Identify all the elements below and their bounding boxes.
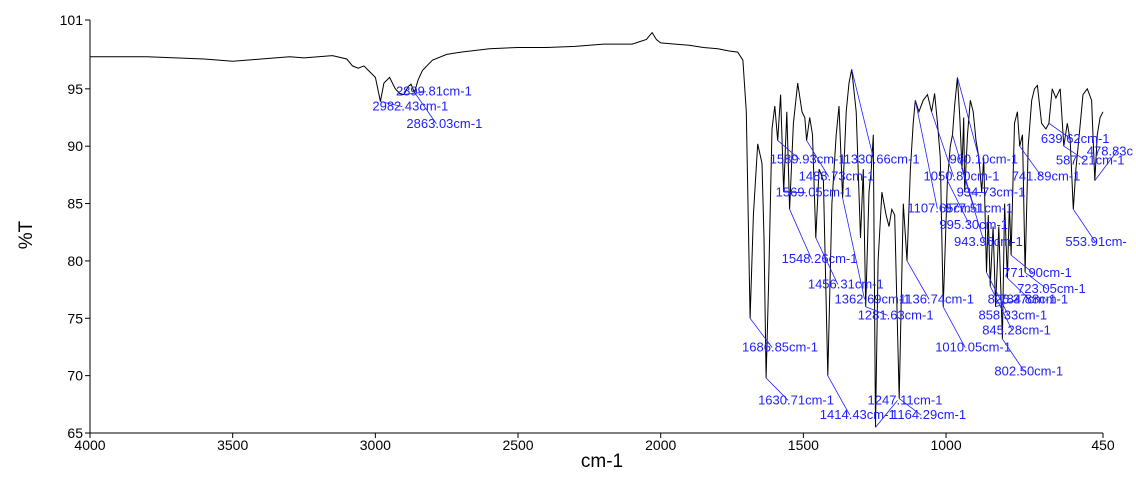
peak-label: 1414.43cm-1 [820,407,896,422]
peak-label: 1330.66cm-1 [844,151,920,166]
y-tick-label: 65 [67,425,83,441]
peak-label: 1164.29cm-1 [891,407,966,422]
peak-leader-line [986,272,1009,316]
peak-label: 1456.31cm-1 [808,276,884,291]
peak-leader-line [806,140,829,177]
peak-leader-line [749,318,773,348]
peak-leader-line [1010,254,1034,274]
y-axis-label: %T [16,220,37,249]
peak-label: 771.90cm-1 [1003,265,1072,280]
peak-leader-line [957,77,980,160]
peak-label: 943.96cm-1 [954,234,1023,249]
peak-leader-line [964,191,987,194]
peak-label: 2982.43cm-1 [372,99,448,114]
peak-leader-line [995,298,1018,308]
peak-label: 1281.63cm-1 [858,307,934,322]
peak-leader-line [1094,151,1118,181]
peak-leader-line [1007,277,1030,300]
peak-leader-line [942,306,966,348]
spectrum-line [90,31,1104,428]
y-tick-label: 70 [67,368,83,384]
peak-label: 1050.80cm-1 [924,169,1000,184]
peak-leader-line [827,375,851,416]
peak-label: 553.91cm- [1065,234,1126,249]
x-axis-label: cm-1 [581,451,623,472]
x-tick-label: 3500 [217,437,248,453]
peak-label: 1589.93cm-1 [770,151,846,166]
peak-leader-line [815,237,839,285]
peak-label: 960.10cm-1 [949,151,1018,166]
peak-label: 1488.73cm-1 [799,169,875,184]
peak-label: 723.05cm-1 [1017,281,1086,296]
peak-label: 1247.11cm-1 [868,392,943,407]
peak-leader-line [851,69,875,160]
y-tick-label: 85 [67,196,83,212]
y-tick-label: 90 [67,138,83,154]
peak-label: 478.83c [1087,143,1134,158]
peak-leader-line [989,285,1013,331]
peak-leader-line [1048,122,1072,140]
peak-label: 639.62cm-1 [1041,131,1110,146]
peak-leader-line [952,134,975,209]
peak-leader-line [914,100,938,209]
y-tick-label: 75 [67,310,83,326]
peak-label: 741.89cm-1 [1012,169,1081,184]
peak-leader-line [961,169,985,243]
peak-leader-line [1073,209,1096,243]
x-tick-label: 2500 [502,437,533,453]
peak-leader-line [875,400,898,428]
peak-label: 802.50cm-1 [994,364,1063,379]
peak-label: 1010.05cm-1 [935,340,1011,355]
x-tick-label: 2000 [645,437,676,453]
axis-ticks: 65 70 75 80 85 90 95 101 4000 3500 3000 2500 2000 150… [60,12,1115,453]
peak-leader-line [1019,145,1043,177]
peak-leader-line [906,260,930,300]
peak-label: 1548.26cm-1 [782,251,858,266]
peak-label: 1630.71cm-1 [758,392,834,407]
peak-label: 1362.69cm-1 [835,291,911,306]
peak-leader-line [865,306,888,316]
peak-leader-line [1002,338,1025,372]
peak-label: 1686.85cm-1 [742,340,818,355]
x-tick-label: 3000 [360,437,391,453]
peak-leader-line [789,209,812,260]
peak-leader-line [414,92,437,125]
peak-leader-line [777,140,800,160]
peak-leader-line [1024,272,1048,290]
peak-label: 1569.05cm-1 [776,185,852,200]
y-tick-label: 101 [60,12,84,28]
y-tick-label: 80 [67,253,83,269]
peak-label: 784.88cm-1 [999,291,1068,306]
peak-leader-line [898,398,922,416]
peak-leader-line [931,111,954,177]
peak-label: 977.51cm-1 [944,201,1013,216]
x-tick-label: 1000 [930,437,961,453]
peak-label: 995.30cm-1 [939,217,1008,232]
peak-label: 858.33cm-1 [978,307,1047,322]
peak-leader-line [1063,145,1087,161]
x-tick-label: 4000 [74,437,105,453]
peak-label: 826.37cm-1 [988,291,1057,306]
peak-label: 845.28cm-1 [982,322,1051,337]
x-tick-label: 1500 [788,437,819,453]
peak-leader-line [947,180,970,225]
peak-label: 1136.74cm-1 [899,291,974,306]
peak-label: 2899.81cm-1 [396,84,472,99]
peak-label: 2863.03cm-1 [406,116,482,131]
peak-leader-line [380,101,403,108]
y-tick-label: 95 [67,81,83,97]
peak-leader-line [765,377,789,401]
x-tick-label: 450 [1091,437,1115,453]
peak-leader-line [783,191,806,194]
peak-label: 1107.65cm-1 [907,201,982,216]
peak-leader-line [842,197,865,300]
peak-label: 934.73cm-1 [957,185,1026,200]
